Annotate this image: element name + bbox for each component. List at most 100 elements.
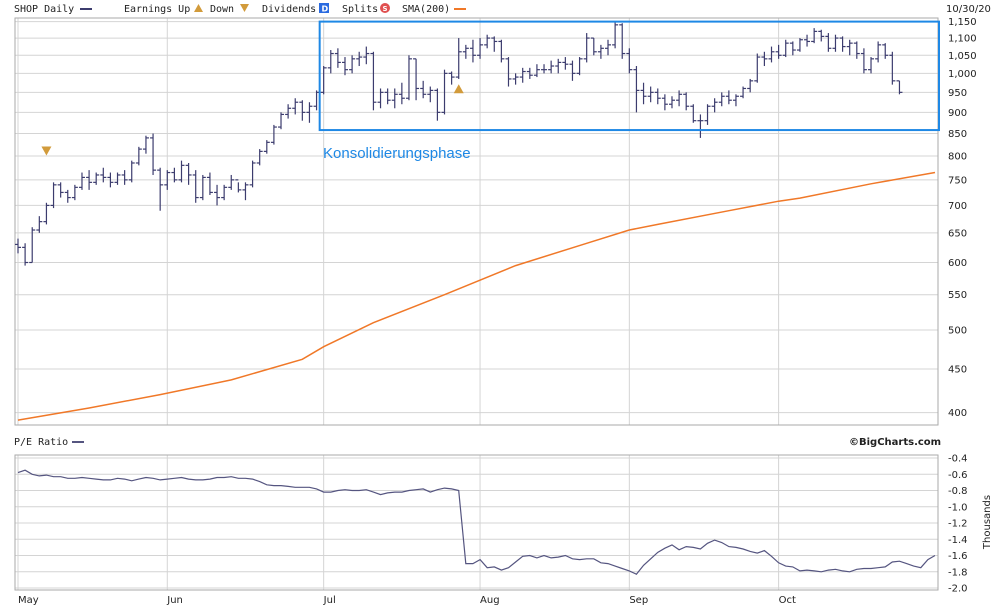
price-grid (15, 18, 938, 425)
ohlc-bar (299, 100, 306, 121)
ohlc-bar (100, 167, 107, 183)
ohlc-bar (341, 57, 348, 76)
ohlc-bar (349, 55, 356, 74)
ohlc-bar (576, 57, 583, 76)
ohlc-bar (398, 82, 405, 105)
ohlc-bar (846, 39, 853, 56)
x-tick-label: Aug (480, 595, 500, 606)
pe-y-tick: -0.6 (948, 470, 968, 481)
ohlc-bar (135, 146, 142, 166)
triangle-up-icon (194, 4, 203, 12)
price-y-tick: 900 (948, 108, 967, 119)
consolidation-box (318, 20, 940, 132)
ohlc-bar (647, 86, 654, 103)
sma-swatch (454, 8, 466, 10)
ohlc-bar (853, 41, 860, 59)
ohlc-bar (448, 71, 455, 85)
price-y-tick: 700 (948, 201, 967, 212)
pe-y-tick: -1.8 (948, 567, 968, 578)
ohlc-bar (114, 172, 121, 185)
ohlc-bar (249, 160, 256, 188)
ohlc-bar (839, 36, 846, 52)
ohlc-bar (36, 216, 43, 233)
ohlc-bar (761, 51, 768, 67)
splits-label: Splits (342, 4, 378, 15)
d-square-icon (319, 3, 329, 13)
ohlc-bar (569, 60, 576, 81)
consolidation-label: Konsolidierungsphase (323, 145, 471, 162)
pe-grid (15, 455, 938, 590)
ohlc-bar (505, 57, 512, 87)
pe-y-axis: -0.4 -0.6 -0.8 -1.0 -1.2 -1.4 -1.6 -1.8 -2.0 (948, 454, 968, 595)
ohlc-bar (732, 94, 739, 107)
price-y-tick: 650 (948, 228, 967, 239)
ohlc-bar (796, 38, 803, 52)
price-y-tick: 550 (948, 290, 967, 301)
sma200-line (17, 171, 936, 421)
x-tick-label: Jun (166, 595, 183, 606)
ohlc-bar (270, 124, 277, 145)
ohlc-bar (519, 67, 526, 83)
ohlc-bar (50, 182, 57, 209)
ohlc-bar (597, 44, 604, 59)
pe-y-tick: -1.4 (948, 535, 968, 546)
pe-frame (14, 454, 939, 591)
price-y-tick: 850 (948, 129, 967, 140)
ohlc-bar (377, 88, 384, 109)
earnings-down-marker (41, 146, 52, 156)
price-y-tick: 500 (948, 326, 967, 337)
ohlc-bar (121, 170, 128, 185)
ohlc-bar (427, 86, 434, 103)
date-label: 10/30/20 (946, 4, 991, 15)
price-swatch (80, 8, 92, 10)
ohlc-bar (512, 73, 519, 85)
ohlc-bar (541, 64, 548, 74)
brand-label: ©BigCharts.com (849, 437, 941, 448)
ohlc-bar (171, 167, 178, 183)
ohlc-bar (654, 88, 661, 105)
symbol-label: SHOP Daily (14, 4, 74, 15)
ohlc-bar (178, 160, 185, 183)
ohlc-bar (498, 39, 505, 63)
ohlc-bar (71, 184, 78, 201)
ohlc-bar (235, 179, 242, 193)
s-circle-icon (380, 3, 390, 13)
price-y-tick: 400 (948, 408, 967, 419)
ohlc-bar (434, 88, 441, 121)
x-tick-label: Oct (779, 595, 796, 606)
ohlc-bar (228, 174, 235, 190)
ohlc-bar (555, 58, 562, 74)
ohlc-bar (619, 23, 626, 59)
ohlc-bar (313, 90, 320, 111)
ohlc-bar (157, 167, 164, 211)
pe-y-tick: -0.8 (948, 486, 968, 497)
ohlc-bar (469, 39, 476, 63)
ohlc-bar (605, 39, 612, 56)
ohlc-bar (896, 80, 903, 95)
legend-bar: SHOP Daily Earnings Up Down Dividends D … (14, 3, 991, 15)
pe-header: P/E Ratio ©BigCharts.com (14, 437, 941, 448)
ohlc-bar (548, 60, 555, 74)
pe-axis-title: Thousands (982, 495, 993, 550)
ohlc-bar (747, 78, 754, 93)
ohlc-bar (477, 38, 484, 59)
ohlc-bar (775, 44, 782, 59)
ohlc-bar (356, 51, 363, 67)
pe-y-tick: -1.2 (948, 519, 968, 530)
ohlc-bar (718, 92, 725, 107)
price-panel: 400 450 500 550 600 650 700 750 800 850 900 950 1,00… (14, 17, 977, 426)
ohlc-bar (754, 53, 761, 83)
ohlc-bar (221, 184, 228, 201)
ohlc-bar (626, 48, 633, 74)
ohlc-bar (818, 29, 825, 42)
ohlc-bar (192, 170, 199, 203)
price-y-tick: 450 (948, 365, 967, 376)
ohlc-bar (683, 92, 690, 111)
x-tick-label: Jul (323, 595, 336, 606)
ohlc-bar (868, 57, 875, 74)
ohlc-bar (882, 43, 889, 59)
price-frame (14, 17, 939, 426)
ohlc-bar (370, 51, 377, 111)
sma-label: SMA(200) (402, 4, 450, 15)
